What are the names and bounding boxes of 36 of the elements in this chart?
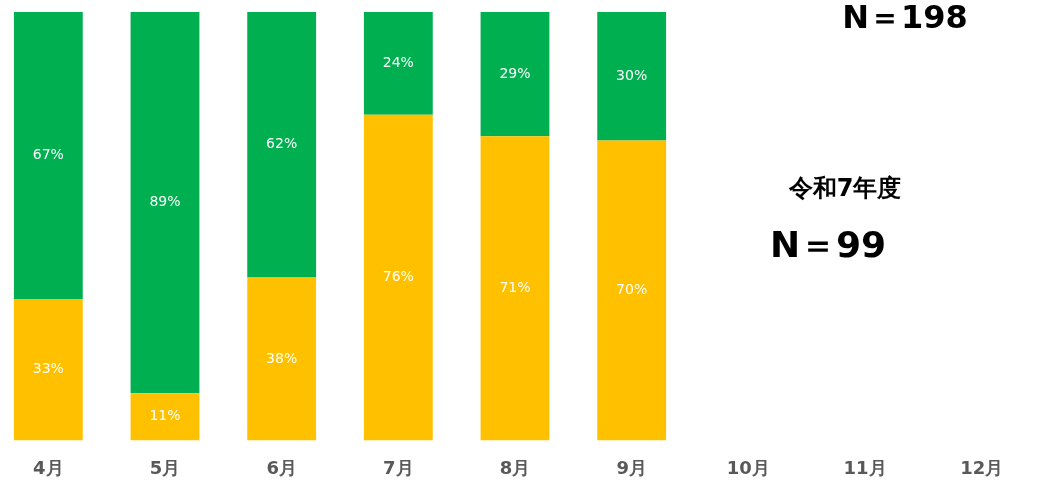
data-label: 76% xyxy=(382,268,414,285)
annotation: N＝99 xyxy=(769,224,887,266)
x-tick-label: 4月 xyxy=(33,456,64,478)
data-label: 24% xyxy=(382,54,414,71)
bar xyxy=(363,114,433,441)
data-label: 29% xyxy=(499,64,531,81)
x-tick-label: 6月 xyxy=(266,456,297,478)
data-label: 89% xyxy=(149,193,181,210)
x-tick-label: 7月 xyxy=(383,456,414,478)
x-tick-label: 10月 xyxy=(726,456,770,478)
annotation: N＝198 xyxy=(842,0,968,37)
data-label: 33% xyxy=(32,360,64,377)
bar xyxy=(13,299,83,441)
x-tick-label: 12月 xyxy=(960,456,1004,478)
data-label: 30% xyxy=(616,66,648,83)
data-label: 11% xyxy=(149,407,181,424)
bar xyxy=(13,12,83,300)
bar xyxy=(363,12,433,115)
bar xyxy=(480,136,550,441)
bar xyxy=(247,12,317,278)
data-label: 71% xyxy=(499,278,531,295)
bar xyxy=(247,277,317,441)
x-tick-label: 9月 xyxy=(616,456,647,478)
annotation: 令和7年度 xyxy=(787,174,902,203)
bar xyxy=(480,12,550,137)
bar xyxy=(597,140,667,441)
bar xyxy=(130,12,200,394)
bar xyxy=(597,12,667,141)
data-label: 62% xyxy=(266,135,298,152)
x-tick-label: 8月 xyxy=(499,456,531,478)
bar xyxy=(130,393,200,441)
x-tick-label: 5月 xyxy=(149,456,181,478)
data-label: 70% xyxy=(616,281,648,298)
data-label: 67% xyxy=(32,146,64,163)
data-label: 38% xyxy=(266,349,298,366)
x-tick-label: 11月 xyxy=(843,456,887,478)
